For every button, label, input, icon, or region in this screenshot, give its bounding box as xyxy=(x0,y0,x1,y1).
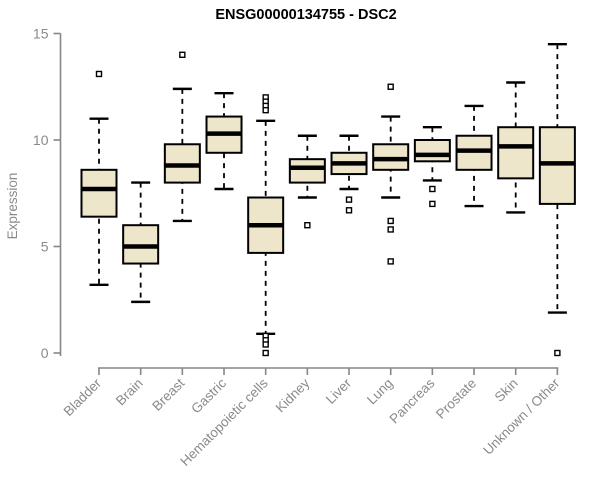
outlier-point xyxy=(262,349,269,357)
y-axis-label: Expression xyxy=(5,172,20,240)
y-tick-label: 15 xyxy=(33,26,49,42)
outlier-point xyxy=(345,196,353,203)
outlier-point xyxy=(95,70,103,78)
outlier-point xyxy=(429,200,436,208)
box-rect xyxy=(497,126,535,180)
outlier-point xyxy=(262,106,269,114)
x-category-label: Pancreas xyxy=(387,375,438,426)
outlier-point xyxy=(179,51,186,58)
x-category-label: Brain xyxy=(113,376,146,409)
x-category-label: Prostate xyxy=(433,376,479,422)
outlier-point xyxy=(554,349,561,357)
outlier-point xyxy=(345,207,353,214)
outlier-point xyxy=(387,83,394,90)
box-rect xyxy=(80,168,118,218)
y-tick-label: 10 xyxy=(33,132,49,148)
outlier-point xyxy=(387,258,394,265)
x-category-label: Skin xyxy=(492,376,521,405)
chart-title: ENSG00000134755 - DSC2 xyxy=(215,7,397,23)
x-category-label: Bladder xyxy=(61,375,105,419)
outlier-point xyxy=(387,226,394,233)
outlier-point xyxy=(262,341,269,348)
x-category-label: Liver xyxy=(323,375,355,407)
x-category-label: Kidney xyxy=(273,375,313,415)
x-category-label: Unknown / Other xyxy=(480,375,563,458)
x-category-label: Breast xyxy=(149,375,187,413)
outlier-point xyxy=(304,221,311,229)
y-tick-label: 5 xyxy=(41,239,49,255)
x-category-label: Lung xyxy=(364,376,396,408)
x-category-label: Gastric xyxy=(188,375,229,416)
outlier-point xyxy=(429,185,436,193)
y-tick-label: 0 xyxy=(41,345,49,361)
box-rect xyxy=(288,158,326,184)
outlier-point xyxy=(387,217,394,225)
box-rect xyxy=(413,139,451,163)
